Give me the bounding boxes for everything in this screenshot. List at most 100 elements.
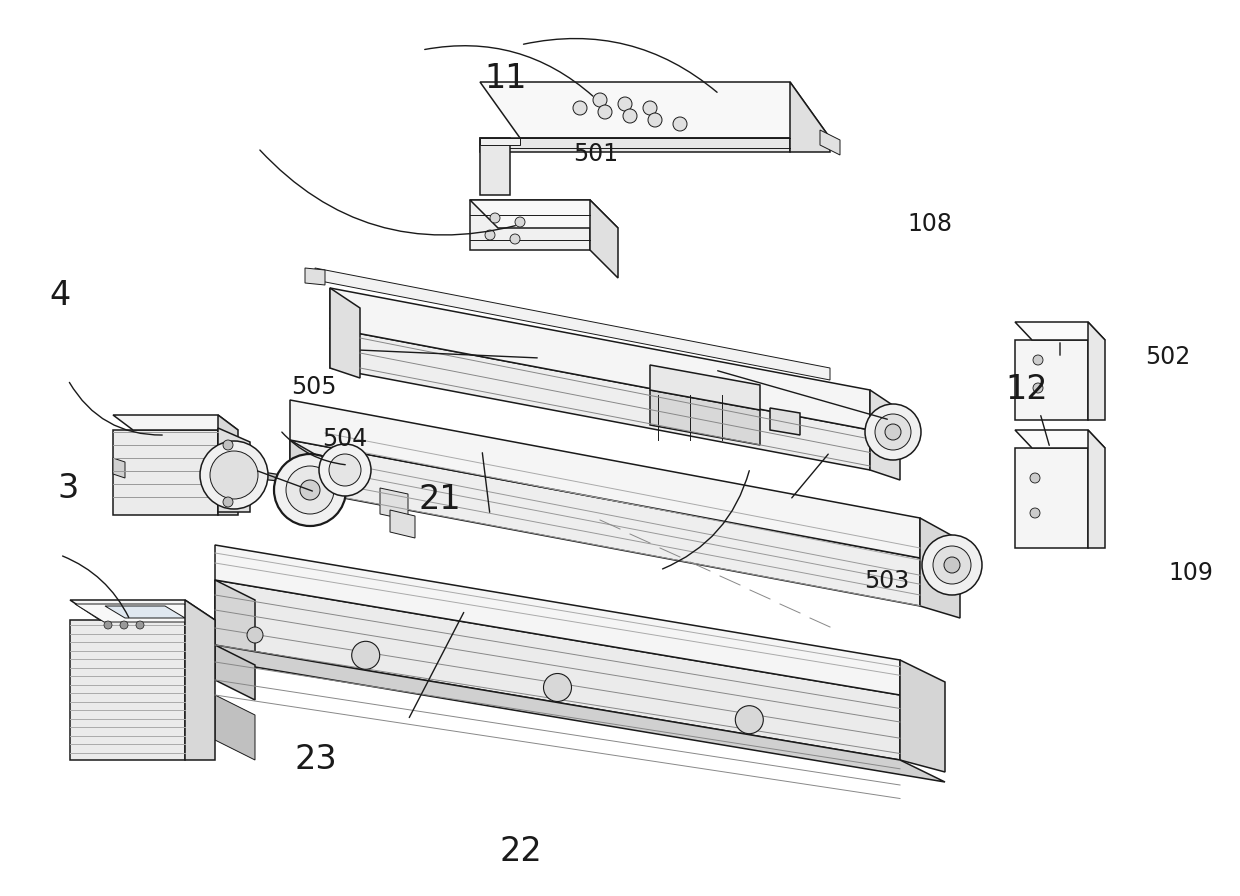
Circle shape bbox=[1033, 383, 1043, 393]
Polygon shape bbox=[215, 545, 900, 695]
Circle shape bbox=[510, 234, 520, 244]
Polygon shape bbox=[330, 288, 360, 378]
Circle shape bbox=[649, 113, 662, 127]
Circle shape bbox=[329, 454, 361, 486]
Circle shape bbox=[622, 109, 637, 123]
Circle shape bbox=[485, 230, 495, 240]
Polygon shape bbox=[290, 400, 920, 558]
Circle shape bbox=[247, 627, 263, 643]
Circle shape bbox=[875, 414, 911, 450]
Polygon shape bbox=[113, 458, 125, 478]
Circle shape bbox=[210, 451, 258, 499]
Polygon shape bbox=[770, 408, 800, 435]
Text: 4: 4 bbox=[48, 280, 71, 312]
Text: 21: 21 bbox=[419, 484, 461, 516]
Circle shape bbox=[515, 217, 525, 227]
Circle shape bbox=[200, 441, 268, 509]
Polygon shape bbox=[185, 600, 215, 760]
Polygon shape bbox=[1016, 448, 1087, 548]
Polygon shape bbox=[480, 138, 790, 152]
Polygon shape bbox=[480, 82, 830, 138]
Polygon shape bbox=[391, 510, 415, 538]
Polygon shape bbox=[480, 138, 520, 145]
Polygon shape bbox=[74, 604, 213, 622]
Polygon shape bbox=[650, 365, 760, 410]
Polygon shape bbox=[650, 390, 760, 445]
Polygon shape bbox=[290, 440, 325, 512]
Circle shape bbox=[644, 101, 657, 115]
Polygon shape bbox=[218, 428, 250, 512]
Circle shape bbox=[319, 444, 371, 496]
Text: 3: 3 bbox=[57, 472, 79, 504]
Circle shape bbox=[490, 213, 500, 223]
Text: 108: 108 bbox=[908, 212, 952, 236]
Text: 22: 22 bbox=[500, 835, 542, 867]
Polygon shape bbox=[215, 695, 255, 760]
Circle shape bbox=[104, 621, 112, 629]
Circle shape bbox=[1030, 508, 1040, 518]
Circle shape bbox=[1030, 473, 1040, 483]
Circle shape bbox=[618, 97, 632, 111]
Polygon shape bbox=[215, 645, 945, 782]
Polygon shape bbox=[250, 470, 288, 482]
Text: 11: 11 bbox=[485, 63, 527, 95]
Polygon shape bbox=[113, 415, 238, 430]
Circle shape bbox=[223, 497, 233, 507]
Polygon shape bbox=[330, 288, 870, 430]
Circle shape bbox=[593, 93, 608, 107]
Polygon shape bbox=[820, 130, 839, 155]
Circle shape bbox=[274, 454, 346, 526]
Polygon shape bbox=[379, 488, 408, 520]
Circle shape bbox=[673, 117, 687, 131]
Circle shape bbox=[352, 642, 379, 669]
Circle shape bbox=[1033, 355, 1043, 365]
Circle shape bbox=[223, 440, 233, 450]
Circle shape bbox=[573, 101, 587, 115]
Polygon shape bbox=[69, 600, 215, 620]
Polygon shape bbox=[330, 328, 870, 470]
Polygon shape bbox=[900, 660, 945, 772]
Polygon shape bbox=[113, 430, 218, 515]
Polygon shape bbox=[480, 138, 510, 195]
Circle shape bbox=[885, 424, 901, 440]
Polygon shape bbox=[470, 200, 618, 228]
Circle shape bbox=[735, 706, 764, 734]
Polygon shape bbox=[1016, 340, 1087, 420]
Polygon shape bbox=[1016, 322, 1105, 340]
Polygon shape bbox=[470, 200, 590, 250]
Text: 502: 502 bbox=[1146, 345, 1190, 368]
Polygon shape bbox=[215, 580, 255, 665]
Circle shape bbox=[136, 621, 144, 629]
Circle shape bbox=[923, 535, 982, 595]
Circle shape bbox=[300, 480, 320, 500]
Circle shape bbox=[543, 674, 572, 702]
Polygon shape bbox=[218, 415, 238, 515]
Circle shape bbox=[120, 621, 128, 629]
Text: 505: 505 bbox=[291, 375, 336, 399]
Circle shape bbox=[866, 404, 921, 460]
Polygon shape bbox=[1087, 322, 1105, 420]
Polygon shape bbox=[315, 268, 830, 380]
Polygon shape bbox=[790, 82, 830, 152]
Polygon shape bbox=[920, 518, 960, 618]
Circle shape bbox=[598, 105, 613, 119]
Polygon shape bbox=[215, 645, 255, 700]
Text: 109: 109 bbox=[1168, 562, 1213, 585]
Polygon shape bbox=[1087, 430, 1105, 548]
Polygon shape bbox=[105, 606, 185, 618]
Text: 504: 504 bbox=[322, 427, 367, 451]
Polygon shape bbox=[1016, 430, 1105, 448]
Polygon shape bbox=[305, 268, 325, 285]
Circle shape bbox=[944, 557, 960, 573]
Text: 503: 503 bbox=[864, 569, 909, 592]
Circle shape bbox=[932, 546, 971, 584]
Text: 12: 12 bbox=[1006, 374, 1048, 406]
Text: 23: 23 bbox=[295, 744, 337, 776]
Text: 501: 501 bbox=[573, 142, 618, 166]
Polygon shape bbox=[69, 620, 185, 760]
Circle shape bbox=[286, 466, 334, 514]
Polygon shape bbox=[870, 390, 900, 480]
Polygon shape bbox=[290, 440, 920, 606]
Polygon shape bbox=[590, 200, 618, 278]
Polygon shape bbox=[215, 580, 900, 760]
